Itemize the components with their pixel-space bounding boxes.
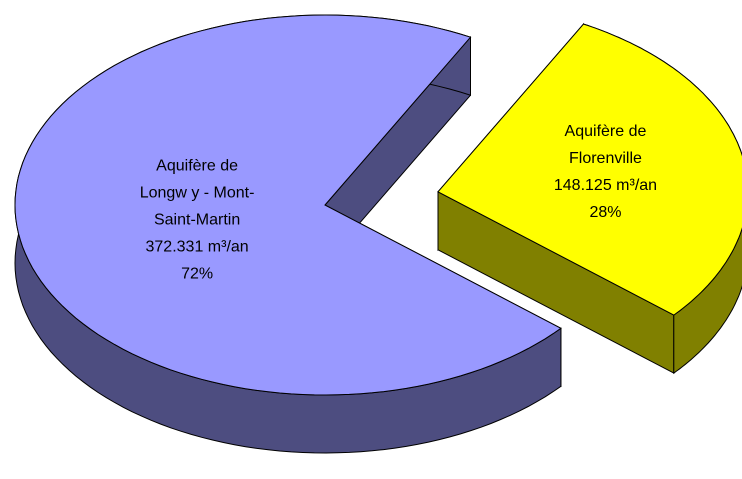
category-label: Aquifère de Florenville — [564, 123, 647, 168]
slice — [14, 14, 562, 396]
value-label: 148.125 m³/an — [553, 177, 658, 195]
percentage-label: 28% — [589, 204, 622, 222]
slice-label: Aquifère de Longw y - Mont-Saint-Martin 3… — [135, 152, 260, 287]
category-label: Aquifère de Longw y - Mont-Saint-Martin — [139, 157, 255, 229]
percentage-label: 72% — [181, 265, 214, 283]
slice — [437, 23, 742, 316]
value-label: 372.331 m³/an — [145, 238, 249, 256]
slice-label: Aquifère de Florenville 148.125 m³/an 28% — [530, 118, 680, 226]
